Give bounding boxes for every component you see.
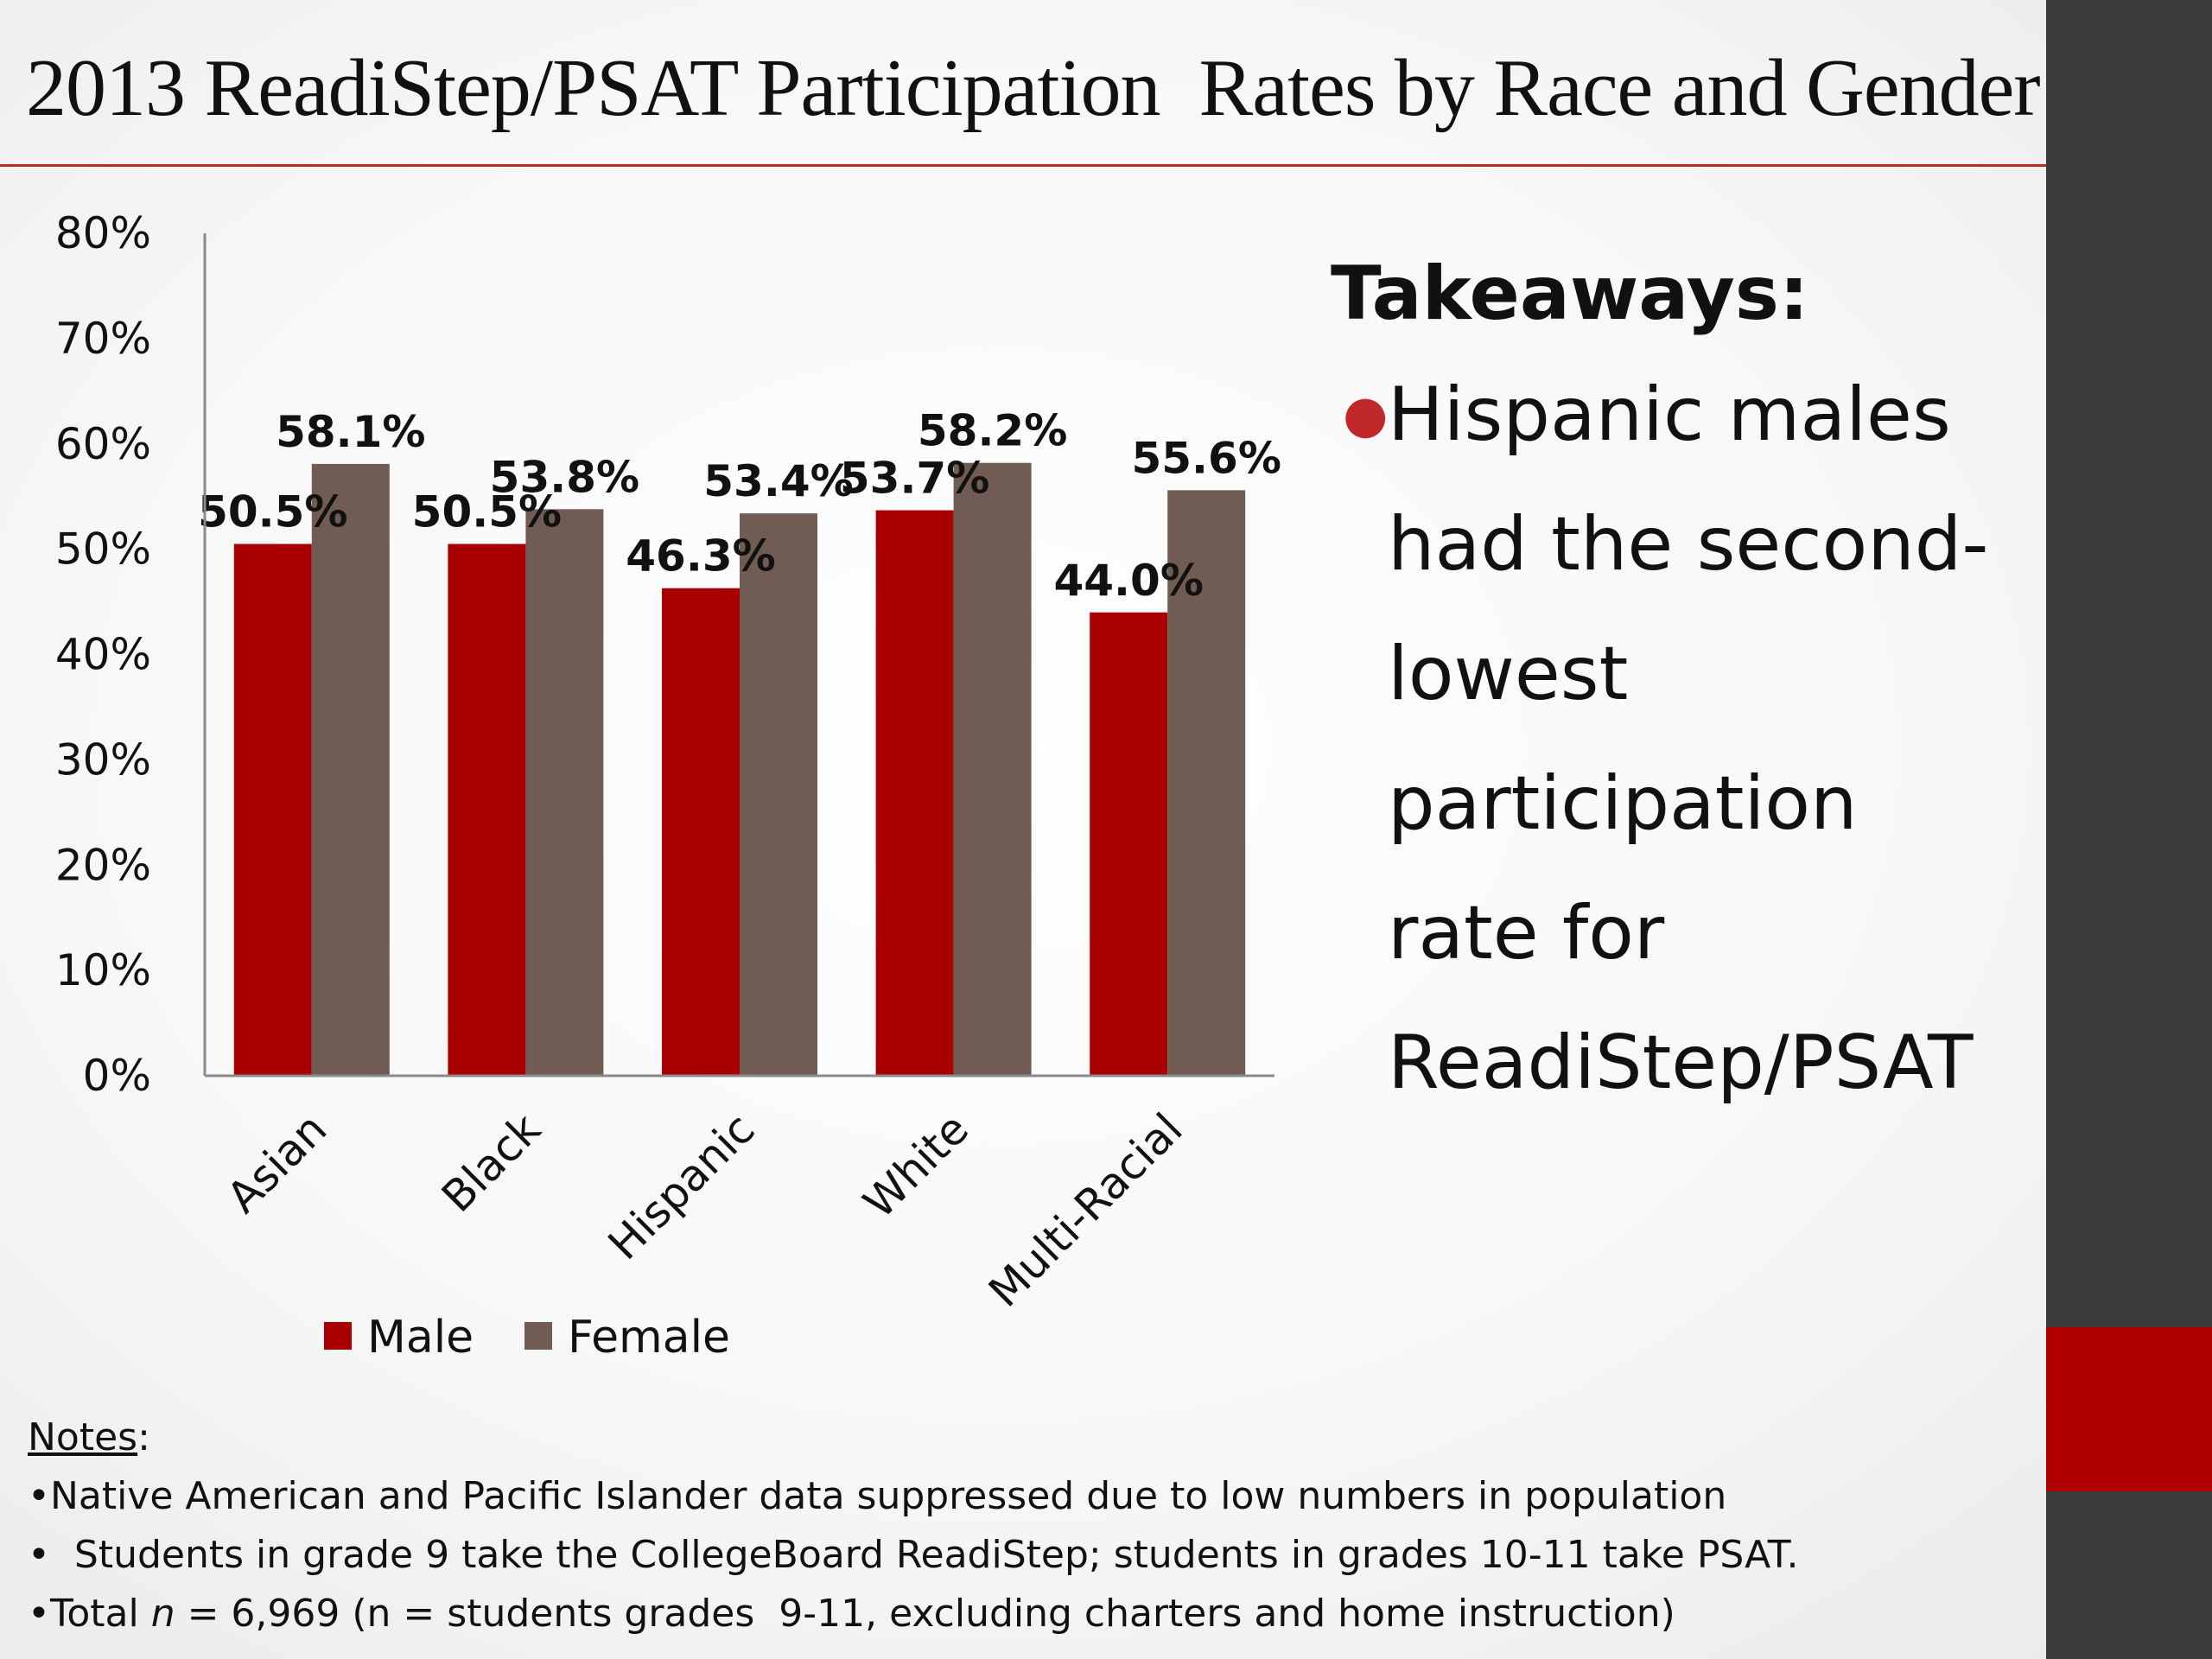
data-labels: 50.5% 50.5% 46.3% 53.7% 44.0% 58.1% 53.8% 53.4%… [198, 406, 1281, 606]
x-tick-label: Hispanic [599, 1103, 765, 1269]
data-label: 55.6% [1131, 433, 1281, 483]
y-tick-label: 70% [55, 314, 151, 364]
takeaways-list: ● Hispanic males had the second- lowest … [1331, 350, 2039, 1128]
takeaway-line: had the second- [1388, 501, 1989, 588]
y-tick-label: 40% [55, 630, 151, 680]
x-tick-label: Black [432, 1103, 550, 1222]
data-label: 58.1% [276, 407, 425, 457]
takeaway-line: lowest [1388, 631, 1629, 717]
female-bar-black [525, 509, 604, 1076]
y-tick-label: 50% [55, 524, 151, 575]
y-tick-label: 30% [55, 734, 151, 785]
data-label: 53.7% [840, 454, 989, 504]
takeaways-title: Takeaways: [1331, 251, 1809, 337]
data-label: 53.4% [703, 456, 853, 506]
takeaway-line: participation [1388, 760, 1858, 847]
note-total-prefix: •Total [28, 1592, 151, 1636]
note-total-n: n [150, 1592, 175, 1636]
data-label: 53.8% [490, 452, 639, 502]
chart-axes [203, 233, 1274, 1077]
legend-label: Male [367, 1312, 474, 1363]
note-line: •Native American and Pacific Islander da… [28, 1474, 1727, 1518]
y-tick-label: 10% [55, 945, 151, 995]
bullet-dot-icon: ● [1343, 385, 1389, 445]
legend-label: Female [568, 1312, 730, 1363]
male-bar-hispanic [662, 588, 740, 1076]
data-label: 46.3% [626, 531, 775, 582]
notes-section: Notes: •Native American and Pacific Isla… [28, 1408, 2015, 1643]
title-divider [0, 164, 2046, 167]
takeaway-line: ReadiStep/PSAT [1388, 1020, 1974, 1106]
y-tick-label: 20% [55, 840, 151, 890]
y-tick-label: 0% [83, 1051, 151, 1101]
chart-legend: Male Female [324, 1312, 730, 1363]
data-label: 50.5% [198, 487, 347, 537]
x-tick-label: Multi-Racial [979, 1103, 1192, 1316]
male-bar-white [875, 510, 954, 1076]
legend-swatch [324, 1322, 352, 1350]
y-tick-label: 60% [55, 419, 151, 469]
bar-chart: 0% 10% 20% 30% 40% 50% 60% 70% 80% 50.5% 50.5% 46.… [55, 208, 1281, 1363]
legend-swatch [524, 1322, 552, 1350]
bar-series [233, 462, 1246, 1076]
male-bar-multi-racial [1090, 612, 1168, 1076]
takeaways-panel: Takeaways: ● Hispanic males had the seco… [1331, 246, 2039, 1128]
takeaway-line: rate for [1388, 890, 1665, 976]
y-axis-ticks: 0% 10% 20% 30% 40% 50% 60% 70% 80% [55, 208, 151, 1101]
data-label: 58.2% [918, 406, 1067, 456]
notes-heading: Notes [28, 1415, 138, 1459]
takeaway-line: Hispanic males [1388, 372, 1951, 458]
x-tick-label: White [854, 1103, 978, 1228]
notes-heading-line: Notes: [28, 1408, 2015, 1467]
note-total-suffix: = 6,969 (n = students grades 9-11, exclu… [175, 1592, 1675, 1636]
note-total-line: •Total n = 6,969 (n = students grades 9-… [28, 1585, 2015, 1643]
x-tick-label: Asian [218, 1103, 337, 1223]
note-line: • Students in grade 9 take the CollegeBo… [28, 1533, 1799, 1577]
takeaway-item: ● Hispanic males had the second- lowest … [1331, 350, 2039, 1128]
notes-heading-colon: : [137, 1415, 150, 1459]
female-bar-white [953, 462, 1032, 1076]
slide-title: 2013 ReadiStep/PSAT Participation Rates … [26, 43, 2041, 133]
data-label: 50.5% [412, 487, 562, 537]
y-tick-label: 80% [55, 208, 151, 258]
male-bar-asian [233, 543, 312, 1076]
female-bar-multi-racial [1167, 490, 1246, 1076]
right-side-accent [2046, 1327, 2212, 1491]
male-bar-black [448, 543, 526, 1076]
x-axis-labels: Asian Black Hispanic White Multi-Racial [218, 1103, 1192, 1316]
female-bar-hispanic [740, 513, 817, 1076]
data-label: 44.0% [1053, 556, 1203, 606]
female-bar-asian [311, 463, 390, 1076]
